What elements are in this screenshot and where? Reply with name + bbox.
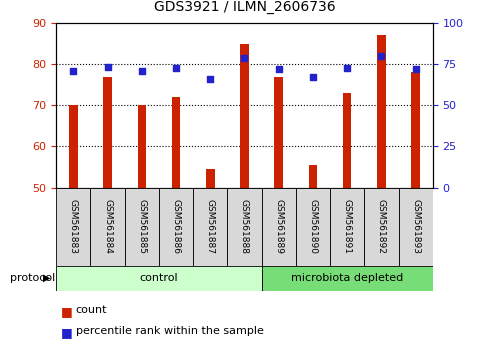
- Text: ▶: ▶: [42, 273, 50, 283]
- Point: [69, 68, 77, 74]
- Text: microbiota depleted: microbiota depleted: [290, 273, 403, 283]
- Point: [103, 65, 111, 70]
- Bar: [56, 266, 261, 291]
- Bar: [103, 76, 112, 188]
- Bar: [56, 188, 90, 266]
- Bar: [261, 266, 432, 291]
- Text: ■: ■: [61, 305, 73, 318]
- Bar: [124, 188, 159, 266]
- Bar: [398, 188, 432, 266]
- Bar: [274, 76, 283, 188]
- Bar: [376, 35, 385, 188]
- Point: [240, 55, 248, 61]
- Bar: [364, 188, 398, 266]
- Bar: [227, 188, 261, 266]
- Text: percentile rank within the sample: percentile rank within the sample: [76, 326, 263, 336]
- Text: GSM561886: GSM561886: [171, 199, 180, 254]
- Bar: [240, 44, 248, 188]
- Text: ■: ■: [61, 326, 73, 339]
- Text: GDS3921 / ILMN_2606736: GDS3921 / ILMN_2606736: [153, 0, 335, 14]
- Text: GSM561884: GSM561884: [103, 199, 112, 254]
- Text: GSM561889: GSM561889: [274, 199, 283, 254]
- Point: [274, 66, 282, 72]
- Bar: [171, 97, 180, 188]
- Text: GSM561887: GSM561887: [205, 199, 214, 254]
- Bar: [159, 188, 193, 266]
- Text: GSM561885: GSM561885: [137, 199, 146, 254]
- Text: GSM561888: GSM561888: [240, 199, 248, 254]
- Point: [343, 65, 350, 71]
- Text: GSM561892: GSM561892: [376, 199, 385, 254]
- Text: GSM561890: GSM561890: [308, 199, 317, 254]
- Bar: [308, 165, 317, 188]
- Bar: [342, 93, 351, 188]
- Text: GSM561883: GSM561883: [69, 199, 78, 254]
- Bar: [410, 72, 419, 188]
- Text: GSM561891: GSM561891: [342, 199, 351, 254]
- Point: [308, 74, 316, 80]
- Text: GSM561893: GSM561893: [410, 199, 419, 254]
- Bar: [69, 105, 78, 188]
- Bar: [90, 188, 124, 266]
- Point: [411, 66, 419, 72]
- Text: count: count: [76, 305, 107, 315]
- Point: [138, 68, 145, 74]
- Point: [206, 76, 214, 82]
- Bar: [329, 188, 364, 266]
- Bar: [193, 188, 227, 266]
- Text: control: control: [140, 273, 178, 283]
- Bar: [205, 169, 214, 188]
- Bar: [137, 105, 146, 188]
- Bar: [261, 188, 295, 266]
- Point: [172, 65, 180, 71]
- Bar: [295, 188, 329, 266]
- Point: [377, 53, 385, 59]
- Text: protocol: protocol: [10, 273, 55, 283]
